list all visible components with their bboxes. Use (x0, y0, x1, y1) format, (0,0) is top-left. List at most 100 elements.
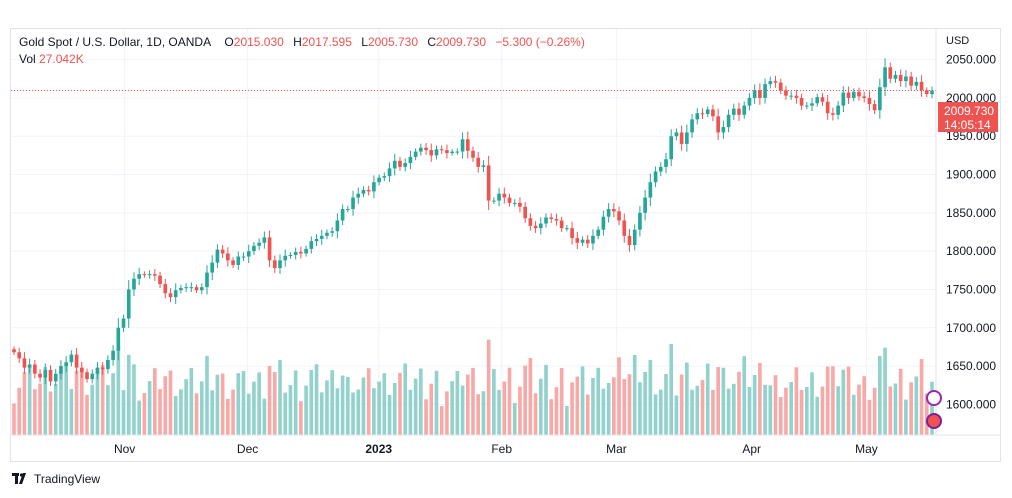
candle (158, 271, 162, 289)
candle (752, 84, 757, 104)
volume-bar (132, 364, 136, 435)
candle (27, 358, 32, 374)
volume-bar (199, 381, 204, 435)
candle (721, 120, 726, 139)
volume-bar (857, 384, 861, 435)
event-marker-icon[interactable] (926, 390, 942, 406)
candle-body (22, 358, 27, 368)
volume-bar (533, 393, 538, 435)
volume-bar (12, 403, 16, 435)
candle (815, 93, 820, 107)
candle (648, 173, 653, 207)
volume-bar (226, 398, 230, 435)
candle-body (163, 284, 168, 294)
volume-bar (612, 377, 616, 435)
candle (429, 143, 434, 162)
candle (810, 97, 814, 111)
candle (325, 229, 329, 240)
close-label: C (427, 35, 437, 49)
volume-bar (721, 367, 726, 435)
candle (304, 245, 308, 257)
candle (215, 244, 220, 269)
candle-body (794, 95, 799, 98)
volume-bar (904, 399, 908, 435)
candle (153, 268, 157, 281)
candle-body (700, 113, 705, 115)
volume-bar (883, 347, 887, 435)
candle-body (64, 362, 68, 367)
flag-marker-icon[interactable] (926, 413, 942, 429)
candle (898, 69, 903, 87)
volume-bar (106, 385, 110, 435)
candle-body (153, 274, 157, 276)
candle-body (695, 113, 700, 120)
volume-bar (742, 356, 747, 435)
candle-body (299, 251, 303, 254)
candle-body (716, 116, 720, 133)
volume-bar (439, 406, 444, 435)
volume-bar (585, 394, 590, 435)
currency-label[interactable]: USD (946, 35, 970, 47)
volume-bar (617, 357, 621, 435)
volume-bar (95, 371, 100, 435)
candle-body (648, 182, 653, 198)
candle-body (638, 212, 642, 230)
candle-body (278, 260, 282, 269)
candle (351, 190, 355, 216)
candle-body (674, 132, 679, 137)
candle (502, 187, 507, 204)
candle-body (888, 67, 893, 79)
candle (585, 235, 590, 249)
candle (299, 246, 303, 259)
volume-bar (215, 374, 220, 435)
volume-bar (690, 389, 694, 435)
volume-bar (231, 389, 235, 435)
symbol-title[interactable]: Gold Spot / U.S. Dollar, 1D, OANDA (19, 35, 212, 49)
price-tick-label: 2050.000 (946, 53, 996, 67)
candle (356, 187, 361, 204)
volume-bar (205, 355, 209, 435)
candle-body (85, 372, 89, 380)
footer[interactable]: TradingView (12, 472, 100, 486)
candle (904, 70, 908, 88)
volume-bar (90, 384, 95, 435)
candle (705, 106, 710, 118)
candle (267, 230, 272, 268)
volume-bar (507, 367, 512, 435)
volume-bar (565, 406, 569, 435)
candle-body (199, 287, 204, 291)
volume-bar (888, 386, 893, 435)
volume-bar (909, 382, 913, 435)
candle (85, 368, 89, 383)
volume-bar (309, 370, 314, 435)
candle-body (69, 354, 74, 363)
candle-body (544, 217, 548, 224)
volume-bar (476, 394, 481, 435)
candle-body (325, 232, 329, 236)
candle (33, 359, 37, 379)
candle-body (898, 74, 903, 82)
candle-body (330, 231, 334, 233)
candle (930, 86, 934, 99)
candle-body (851, 91, 856, 98)
candle (737, 102, 741, 121)
candle-body (231, 260, 235, 265)
volume-bar (387, 395, 392, 435)
candle (919, 75, 924, 97)
volume-bar (851, 394, 856, 435)
volume-bar (815, 396, 820, 435)
volume-bar (158, 389, 162, 435)
volume-bar (638, 382, 642, 435)
volume-bar (559, 368, 564, 435)
volume-bar (846, 366, 851, 435)
candle (914, 77, 919, 91)
low-value: 2005.730 (367, 35, 418, 49)
candle-body (893, 74, 898, 79)
candle-body (366, 189, 371, 192)
candle-body (434, 149, 439, 156)
volume-bar (841, 369, 846, 435)
candle (909, 71, 913, 91)
volume-bar (685, 362, 689, 435)
candle (184, 283, 188, 292)
